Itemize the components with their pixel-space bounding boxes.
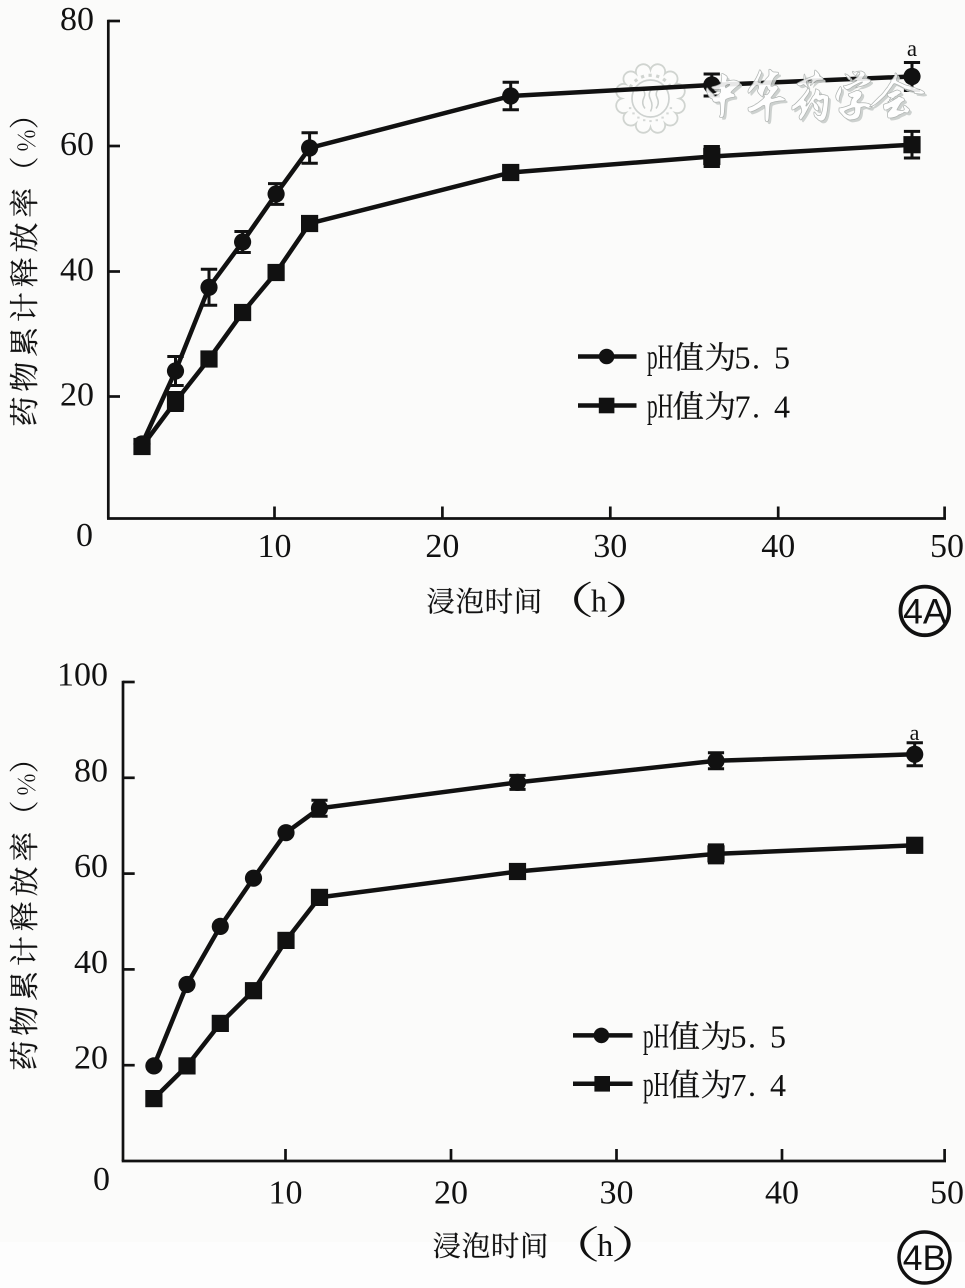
svg-text:0: 0	[93, 1161, 110, 1198]
svg-text:h: h	[597, 1227, 613, 1263]
svg-text:40: 40	[60, 252, 94, 289]
svg-text:pH: pH	[643, 1065, 669, 1104]
svg-text:5: 5	[770, 1019, 786, 1055]
svg-text:a: a	[910, 720, 920, 745]
svg-text:60: 60	[60, 126, 94, 163]
svg-text:h: h	[591, 583, 607, 619]
svg-text:7: 7	[735, 389, 751, 425]
svg-text:80: 80	[60, 1, 94, 38]
svg-text:a: a	[907, 36, 917, 61]
svg-text:.: .	[752, 389, 760, 425]
svg-text:4: 4	[770, 1067, 786, 1103]
svg-text:5: 5	[774, 340, 790, 376]
svg-text:.: .	[748, 1019, 756, 1055]
svg-text:40: 40	[74, 944, 108, 981]
svg-text:.: .	[748, 1067, 756, 1103]
svg-text:40: 40	[761, 528, 795, 565]
svg-text:7: 7	[731, 1067, 747, 1103]
svg-text:.: .	[752, 340, 760, 376]
svg-text:10: 10	[258, 528, 292, 565]
svg-text:100: 100	[57, 657, 108, 694]
svg-text:pH: pH	[647, 387, 673, 426]
svg-text:5: 5	[731, 1019, 747, 1055]
svg-text:0: 0	[76, 517, 93, 554]
svg-text:pH: pH	[647, 338, 673, 377]
svg-text:20: 20	[425, 528, 459, 565]
svg-text:80: 80	[74, 752, 108, 789]
svg-text:4A: 4A	[903, 591, 947, 631]
svg-text:20: 20	[74, 1040, 108, 1077]
svg-text:20: 20	[434, 1175, 468, 1212]
svg-text:40: 40	[765, 1175, 799, 1212]
svg-text:30: 30	[593, 528, 627, 565]
svg-text:50: 50	[930, 528, 964, 565]
svg-text:30: 30	[600, 1175, 634, 1212]
svg-text:10: 10	[269, 1175, 303, 1212]
svg-text:4B: 4B	[903, 1238, 946, 1278]
svg-text:50: 50	[930, 1175, 964, 1212]
svg-text:pH: pH	[643, 1017, 669, 1056]
svg-text:5: 5	[735, 340, 751, 376]
svg-text:60: 60	[74, 848, 108, 885]
svg-text:20: 20	[60, 377, 94, 414]
svg-text:4: 4	[774, 389, 790, 425]
